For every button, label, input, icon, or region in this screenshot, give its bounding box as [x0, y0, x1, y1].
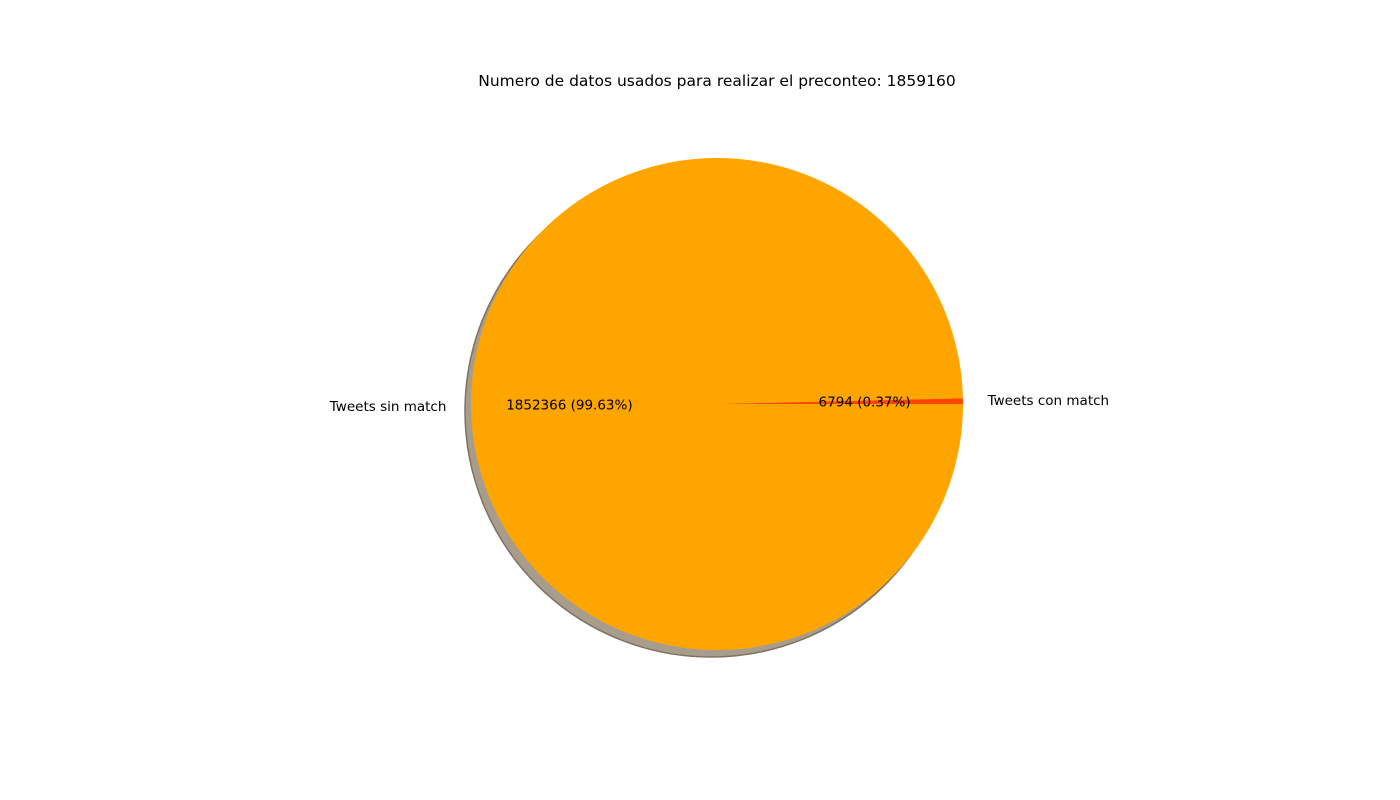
pie-slice-tweets-con-match	[717, 398, 963, 404]
chart-title: Numero de datos usados para realizar el …	[478, 72, 956, 90]
slice-label-tweets-sin-match: Tweets sin match	[329, 399, 447, 415]
slice-label-tweets-con-match: Tweets con match	[987, 393, 1110, 409]
slice-value-label-tweets-sin-match: 1852366 (99.63%)	[506, 398, 632, 414]
slice-value-label-tweets-con-match: 6794 (0.37%)	[819, 394, 911, 410]
pie-slice-tweets-sin-match	[470, 157, 963, 650]
